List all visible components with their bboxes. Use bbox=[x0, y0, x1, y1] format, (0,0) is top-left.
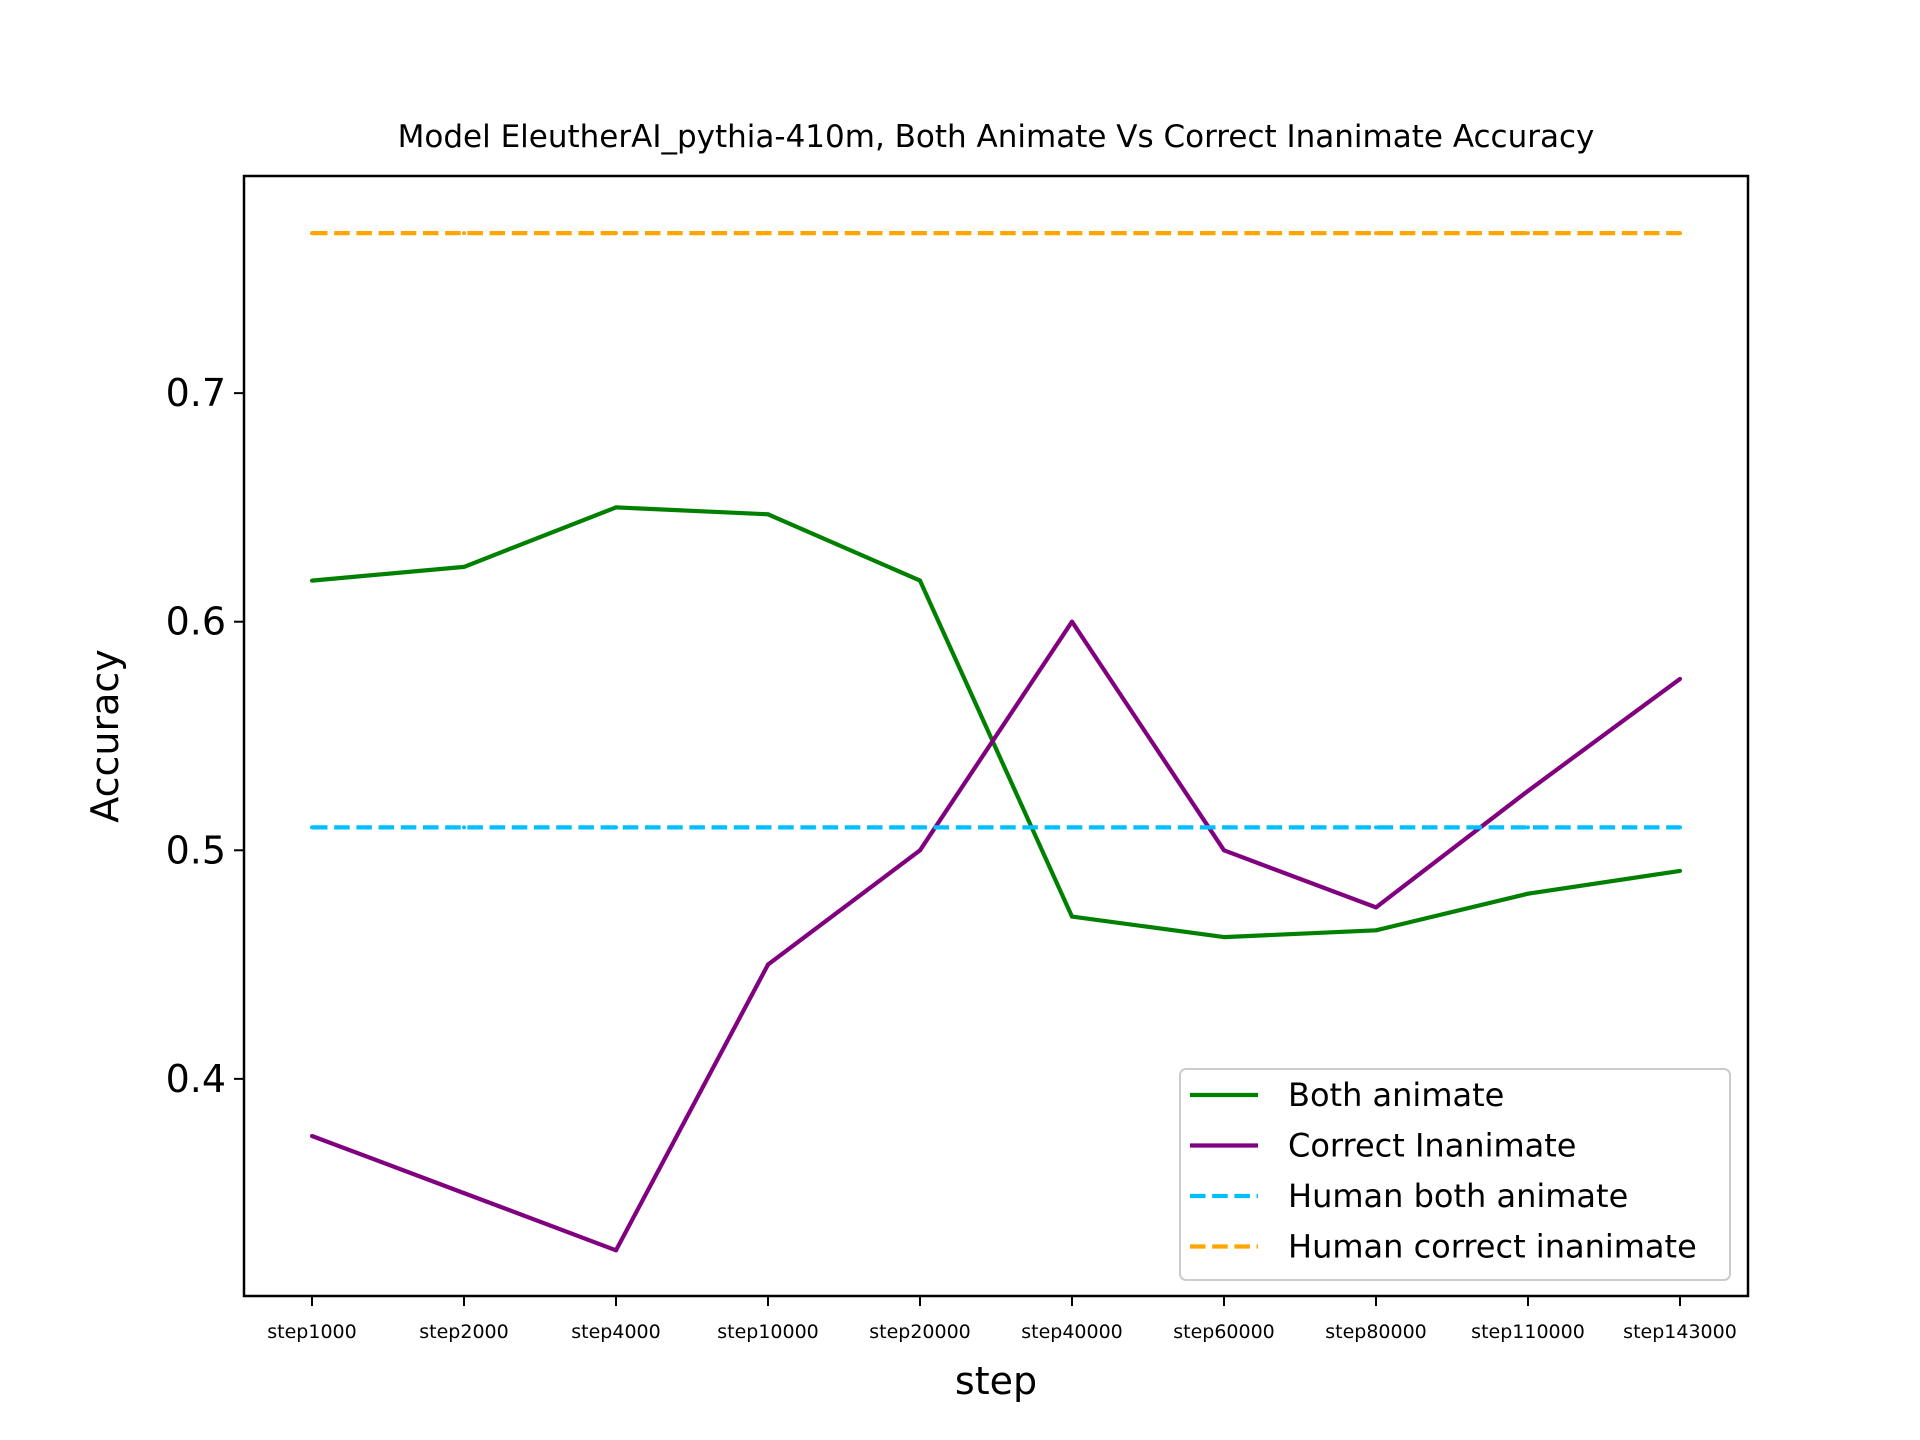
data-point bbox=[1526, 231, 1530, 236]
data-point bbox=[462, 825, 466, 830]
data-point bbox=[1526, 788, 1530, 793]
data-point bbox=[1070, 231, 1074, 236]
y-axis-label: Accuracy bbox=[83, 649, 127, 823]
data-point bbox=[918, 231, 922, 236]
data-point bbox=[462, 1191, 466, 1196]
series-layer bbox=[310, 231, 1682, 1253]
x-tick-label: step2000 bbox=[419, 1321, 508, 1343]
data-point bbox=[1526, 891, 1530, 896]
data-point bbox=[1678, 231, 1682, 236]
data-point bbox=[766, 231, 770, 236]
data-point bbox=[1222, 848, 1226, 853]
series-line-2 bbox=[311, 619, 1682, 1253]
legend-box bbox=[1179, 1068, 1731, 1281]
data-point bbox=[310, 578, 314, 583]
data-point bbox=[766, 825, 770, 830]
data-point bbox=[614, 1248, 618, 1253]
y-axis: 0.4 0.5 0.6 0.7 bbox=[166, 371, 244, 1101]
data-point bbox=[614, 231, 618, 236]
y-tick-label: 0.7 bbox=[166, 371, 226, 415]
data-point bbox=[1070, 914, 1074, 919]
legend-label: Human correct inanimate bbox=[1288, 1228, 1697, 1266]
x-tick-label: step1000 bbox=[267, 1321, 356, 1343]
data-point bbox=[1526, 825, 1530, 830]
x-tick-label: step20000 bbox=[869, 1321, 971, 1343]
data-point bbox=[614, 825, 618, 830]
data-point bbox=[462, 564, 466, 569]
data-point bbox=[1070, 825, 1074, 830]
x-tick-label: step143000 bbox=[1623, 1321, 1737, 1343]
data-point bbox=[1678, 676, 1682, 681]
x-axis-label: step bbox=[955, 1359, 1037, 1403]
data-point bbox=[1374, 928, 1378, 933]
plot-frame bbox=[242, 174, 1750, 1298]
chart-title: Model EleutherAI_pythia-410m, Both Anima… bbox=[398, 119, 1595, 155]
data-point bbox=[766, 962, 770, 967]
x-tick-label: step110000 bbox=[1471, 1321, 1585, 1343]
legend-label: Human both animate bbox=[1288, 1177, 1628, 1215]
y-tick-label: 0.5 bbox=[166, 828, 226, 872]
data-point bbox=[614, 505, 618, 510]
data-point bbox=[1678, 825, 1682, 830]
data-point bbox=[462, 231, 466, 236]
data-point bbox=[1222, 935, 1226, 940]
data-point bbox=[1374, 825, 1378, 830]
data-point bbox=[310, 1134, 314, 1138]
data-point bbox=[766, 512, 770, 517]
data-point bbox=[918, 848, 922, 853]
data-point bbox=[1222, 825, 1226, 830]
x-tick-label: step60000 bbox=[1173, 1321, 1275, 1343]
legend: Both animate Correct Inanimate Human both … bbox=[1179, 1068, 1731, 1281]
data-point bbox=[1678, 868, 1682, 873]
data-point bbox=[1222, 231, 1226, 236]
x-tick-label: step10000 bbox=[717, 1321, 819, 1343]
data-point bbox=[310, 825, 314, 830]
data-point bbox=[310, 231, 314, 236]
y-tick-label: 0.6 bbox=[166, 600, 226, 644]
data-point bbox=[1374, 905, 1378, 910]
data-point bbox=[1070, 619, 1074, 624]
legend-label: Correct Inanimate bbox=[1288, 1127, 1576, 1165]
x-tick-label: step4000 bbox=[571, 1321, 660, 1343]
series-line-1 bbox=[311, 505, 1681, 940]
x-tick-label: step40000 bbox=[1021, 1321, 1123, 1343]
data-point bbox=[918, 825, 922, 830]
data-point bbox=[1374, 231, 1378, 236]
legend-label: Both animate bbox=[1288, 1076, 1504, 1114]
x-tick-label: step80000 bbox=[1325, 1321, 1427, 1343]
data-point bbox=[918, 578, 922, 583]
y-tick-label: 0.4 bbox=[166, 1057, 226, 1101]
x-axis: step1000 step2000 step4000 step10000 step200… bbox=[267, 1296, 1737, 1343]
